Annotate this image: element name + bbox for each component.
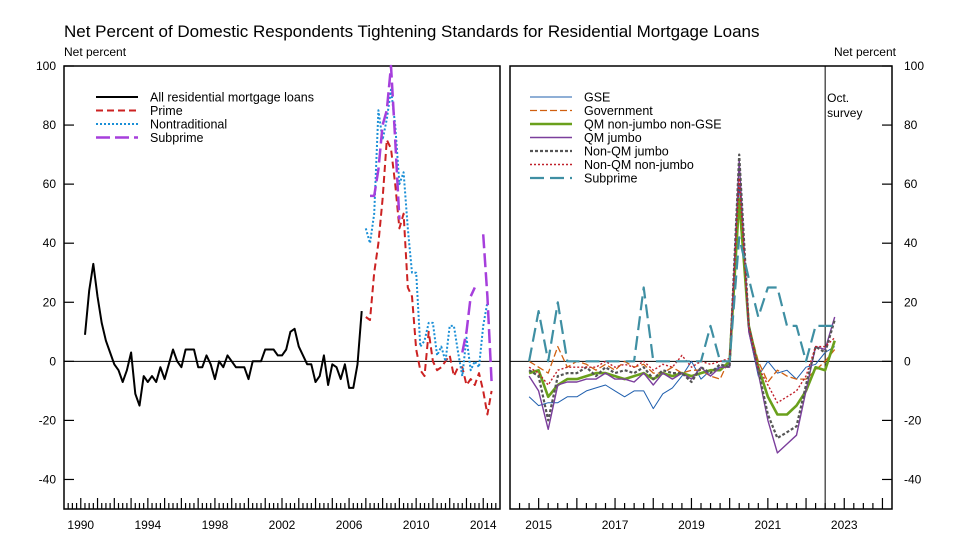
panel-right-series-line-1 [528, 207, 836, 383]
panel-right-series-line-0 [528, 183, 835, 410]
panel-right-y-tick-label: -20 [904, 413, 922, 427]
panel-left-series-line-3 [370, 64, 493, 383]
panel-left-frame [63, 65, 501, 510]
panel-left-y-tick-label: 20 [43, 295, 57, 309]
panel-right-legend-label: GSE [584, 91, 610, 105]
panel-left-y-tick-label: 40 [43, 236, 57, 250]
panel-left-legend-label: All residential mortgage loans [150, 91, 314, 105]
panel-right-x-tick-label: 2017 [602, 518, 629, 532]
panel-right-legend-label: Government [584, 104, 653, 118]
panel-left-series-line-1 [365, 138, 493, 416]
chart-title: Net Percent of Domestic Respondents Tigh… [64, 22, 760, 41]
panel-right-y-tick-label: 60 [904, 177, 918, 191]
panel-left-legend-label: Prime [150, 104, 183, 118]
panel-left-x-tick-label: 2006 [336, 518, 363, 532]
panel-left-legend-label: Subprime [150, 131, 204, 145]
panel-right-legend-label: QM jumbo [584, 131, 642, 145]
panel-left-y-tick-label: -40 [39, 472, 57, 486]
panel-right-y-tick-label: -40 [904, 472, 922, 486]
panel-left-y-tick-label: 80 [43, 118, 57, 132]
panel-right-series-line-6 [528, 236, 835, 363]
panel-left-x-tick-label: 2014 [470, 518, 497, 532]
panel-right-annotation-text: survey [827, 106, 862, 120]
panel-left-series-line-2 [364, 88, 489, 378]
panel-left-legend-label: Nontraditional [150, 118, 227, 132]
panel-left-y-axis-label: Net percent [64, 45, 127, 59]
panel-right-y-tick-label: 20 [904, 295, 918, 309]
panel-right-y-tick-label: 0 [904, 354, 911, 368]
panel-right-series-line-3 [528, 159, 836, 454]
panel-right-y-tick-label: 40 [904, 236, 918, 250]
panel-left-x-tick-label: 1994 [134, 518, 161, 532]
panel-left-x-tick-label: 1990 [67, 518, 94, 532]
panel-left-series-line-0 [84, 262, 363, 407]
panel-right-series-line-4 [528, 153, 836, 440]
panel-left-x-tick-label: 2002 [269, 518, 296, 532]
panel-right-annotation-text: Oct. [827, 91, 849, 105]
panel-right-frame [509, 65, 893, 510]
panel-right-y-tick-label: 80 [904, 118, 918, 132]
panel-right-legend-label: Non-QM non-jumbo [584, 158, 694, 172]
panel-right-y-axis-label: Net percent [834, 45, 897, 59]
panel-right-legend-label: Non-QM jumbo [584, 145, 669, 159]
panel-left-y-tick-label: 100 [36, 59, 56, 73]
panel-left-y-tick-label: -20 [39, 413, 57, 427]
panel-right-x-tick-label: 2023 [831, 518, 858, 532]
panel-right-legend-label: QM non-jumbo non-GSE [584, 118, 722, 132]
panel-left-y-tick-label: 60 [43, 177, 57, 191]
panel-right-y-tick-label: 100 [904, 59, 924, 73]
panel-right-legend-label: Subprime [584, 172, 638, 186]
panel-right-x-tick-label: 2021 [754, 518, 781, 532]
panel-right-x-tick-label: 2019 [678, 518, 705, 532]
panel-right-x-tick-label: 2015 [525, 518, 552, 532]
panel-right-series-line-5 [528, 177, 836, 404]
panel-left-y-tick-label: 0 [49, 354, 56, 368]
panel-left-x-tick-label: 2010 [403, 518, 430, 532]
panel-left-x-tick-label: 1998 [202, 518, 229, 532]
